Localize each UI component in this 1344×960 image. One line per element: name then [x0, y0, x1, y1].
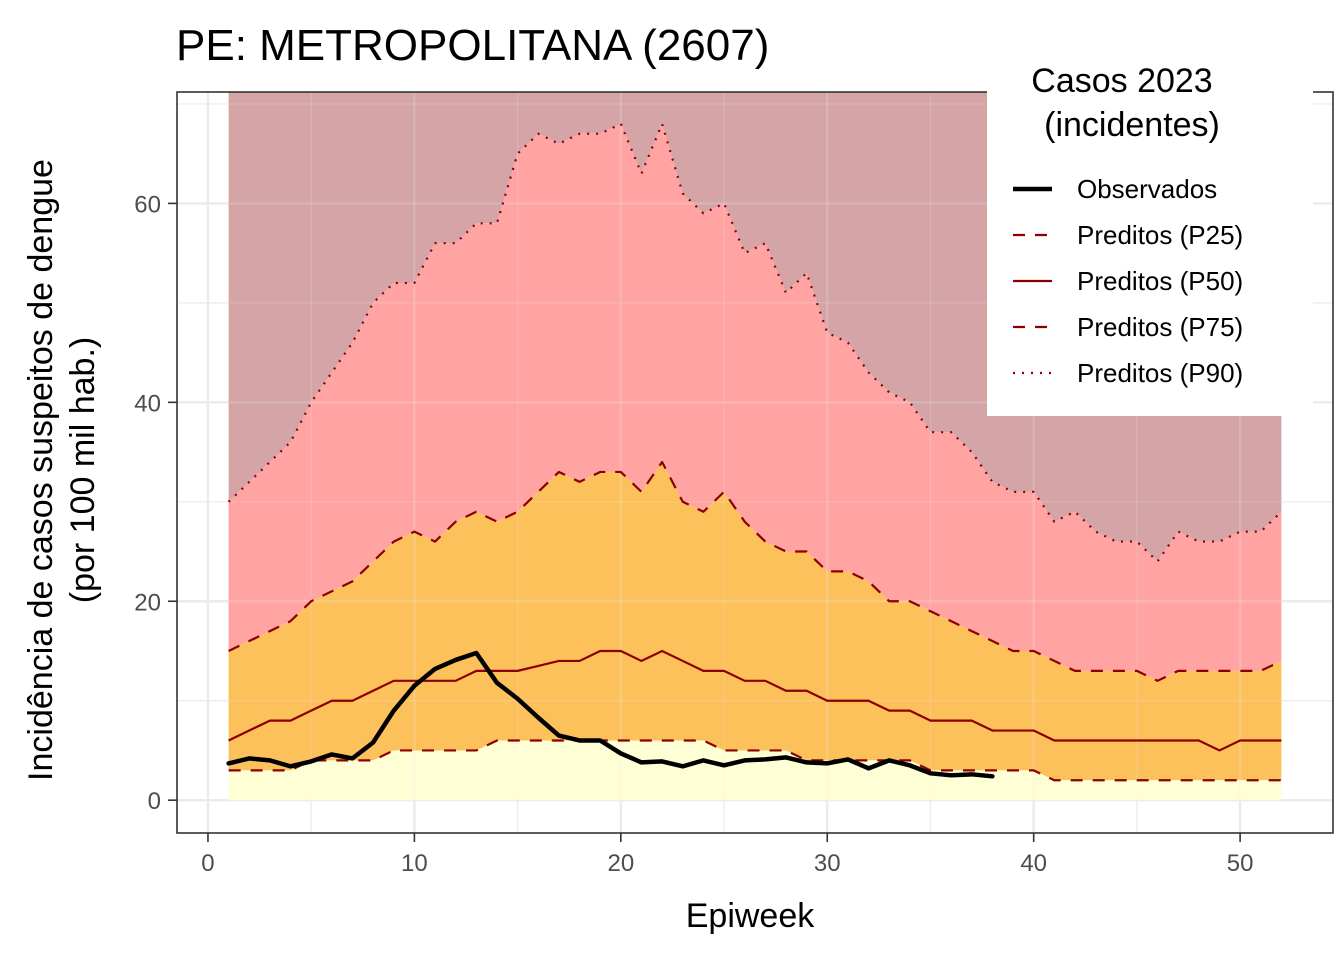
legend-title-line1: Casos 2023: [1031, 62, 1212, 100]
x-tick-label: 30: [814, 850, 841, 877]
x-tick-label: 50: [1227, 850, 1254, 877]
band-p75-p90: [228, 123, 1282, 681]
observed-line-group: [226, 650, 995, 779]
plot-border: [176, 91, 1334, 834]
x-tick-label: 10: [401, 850, 428, 877]
band-below-p25: [228, 740, 1282, 801]
band-p25-p75: [228, 462, 1282, 781]
y-axis: 0 20 40 60: [134, 191, 177, 815]
legend-label: Preditos (P25): [1077, 220, 1243, 250]
grid-overlay: [177, 92, 1333, 833]
legend-label: Preditos (P75): [1077, 312, 1243, 342]
y-tick-label: 40: [134, 390, 161, 417]
x-tick-label: 40: [1020, 850, 1047, 877]
x-axis: 0 10 20 30 40 50: [201, 833, 1253, 877]
x-tick-label: 0: [201, 850, 214, 877]
predicted-lines: [227, 122, 1283, 782]
y-axis-title-line2: (por 100 mil hab.): [64, 337, 102, 603]
legend-label: Preditos (P50): [1077, 266, 1243, 296]
legend-label: Preditos (P90): [1077, 358, 1243, 388]
y-axis-title-line1: Incidência de casos suspeitos de dengue: [22, 159, 60, 781]
series-line-preditos-p90: [227, 122, 1283, 563]
y-tick-label: 20: [134, 589, 161, 616]
legend-background: [987, 60, 1313, 416]
legend-label: Observados: [1077, 174, 1217, 204]
series-line-observados: [226, 650, 995, 779]
chart-title: PE: METROPOLITANA (2607): [176, 21, 769, 70]
series-line-preditos-p50: [228, 649, 1282, 752]
legend: Casos 2023 (incidentes) Observados Predit…: [987, 60, 1313, 416]
y-tick-label: 60: [134, 191, 161, 218]
x-tick-label: 20: [607, 850, 634, 877]
legend-title-line2: (incidentes): [1044, 106, 1220, 144]
y-tick-label: 0: [148, 788, 161, 815]
prediction-bands: [228, 92, 1282, 801]
series-line-preditos-p25: [228, 739, 1282, 782]
x-axis-title: Epiweek: [686, 897, 816, 935]
